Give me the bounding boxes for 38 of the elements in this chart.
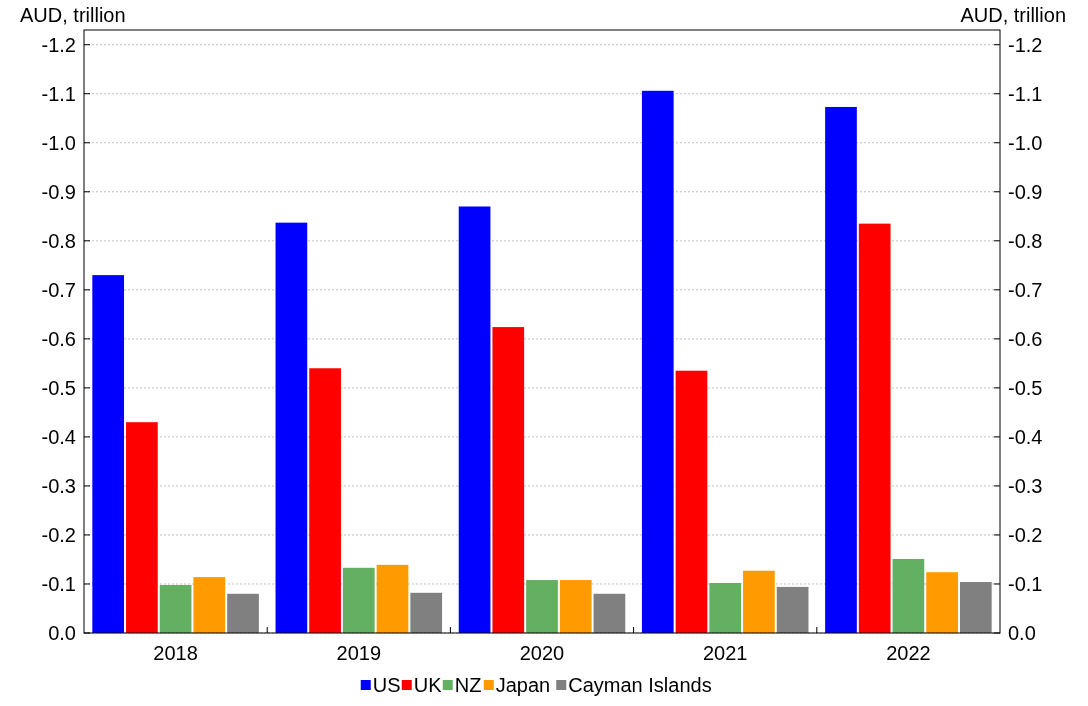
y-tick-label: -0.3 xyxy=(41,474,76,497)
legend-label: UK xyxy=(413,674,443,696)
y2-tick-label: -0.1 xyxy=(1008,572,1043,595)
legend-label: Japan xyxy=(495,674,551,696)
y-tick-label: -0.2 xyxy=(41,523,76,546)
legend-label: US xyxy=(372,674,401,696)
y-tick-label: -0.9 xyxy=(41,180,76,203)
y-tick-label: -0.7 xyxy=(41,278,76,301)
y2-tick-label: -0.9 xyxy=(1008,180,1043,203)
y2-tick-label: -0.5 xyxy=(1008,376,1043,399)
y-tick-label: -1.2 xyxy=(41,33,76,56)
y2-tick-label: -1.1 xyxy=(1008,82,1043,105)
y2-tick-label: -0.4 xyxy=(1008,425,1043,448)
y2-tick-label: -0.6 xyxy=(1008,327,1043,350)
y-tick-label: -1.0 xyxy=(41,131,76,154)
y-tick-label: -0.1 xyxy=(41,572,76,595)
y-tick-label: -0.8 xyxy=(41,229,76,252)
x-tick-label: 2022 xyxy=(886,642,931,664)
x-tick-label: 2019 xyxy=(336,642,382,664)
y-tick-label: 0.0 xyxy=(48,622,76,644)
x-tick-label: 2021 xyxy=(702,642,748,664)
y2-tick-label: -0.8 xyxy=(1008,229,1043,252)
y2-tick-label: -1.2 xyxy=(1008,33,1043,56)
x-tick-label: 2020 xyxy=(519,642,565,664)
y-tick-label: -0.6 xyxy=(41,327,76,350)
y2-tick-label: -1.0 xyxy=(1008,131,1043,154)
y2-axis-title: AUD, trillion xyxy=(960,4,1066,26)
y2-tick-label: 0.0 xyxy=(1008,622,1036,644)
y2-tick-label: -0.3 xyxy=(1008,474,1043,497)
y2-tick-label: -0.2 xyxy=(1008,523,1043,546)
legend-label: Cayman Islands xyxy=(568,674,712,696)
y-tick-label: -1.1 xyxy=(41,82,76,105)
legend-label: NZ xyxy=(454,674,482,696)
y-tick-label: -0.4 xyxy=(41,425,76,448)
y2-tick-label: -0.7 xyxy=(1008,278,1043,301)
x-tick-label: 2018 xyxy=(153,642,198,664)
y-tick-label: -0.5 xyxy=(41,376,76,399)
y-axis-title: AUD, trillion xyxy=(20,4,126,26)
